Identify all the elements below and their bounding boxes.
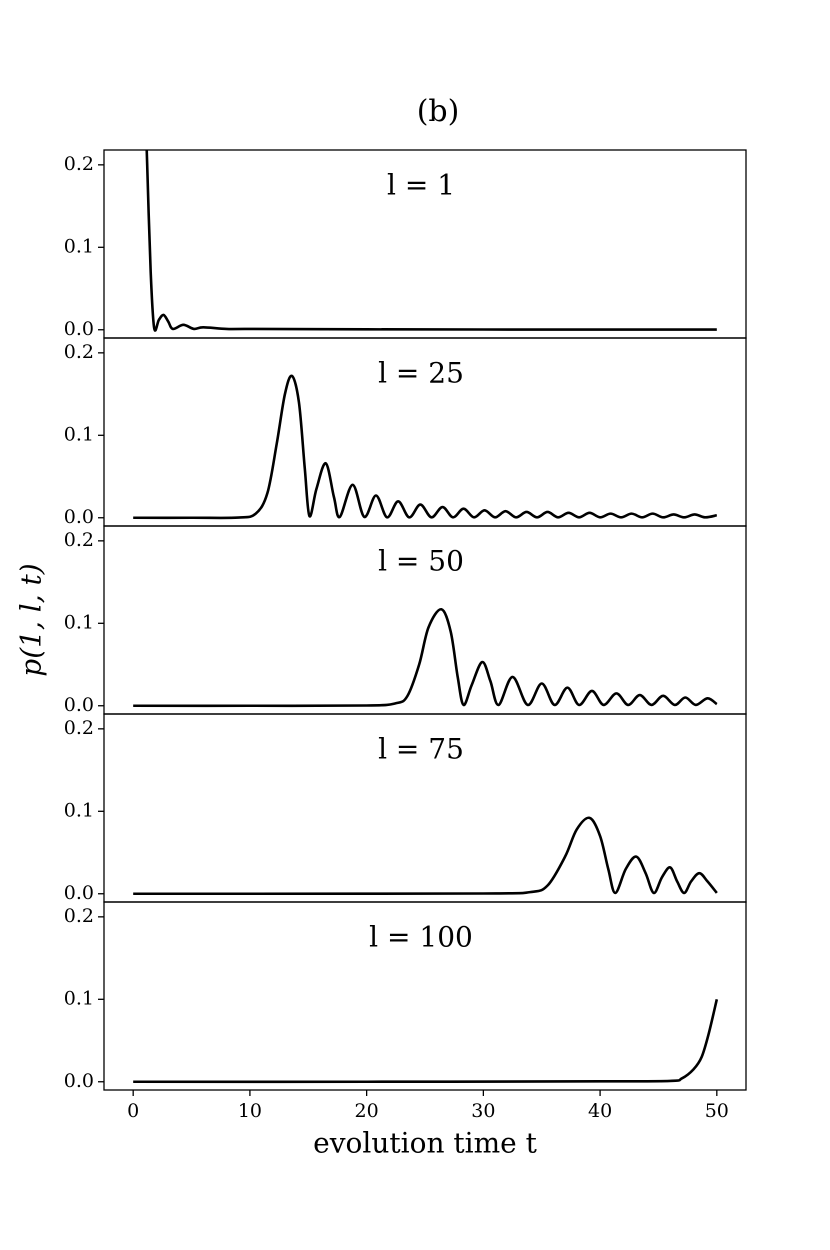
panel-annotation: l = 1 xyxy=(387,169,455,202)
x-axis-label: evolution time t xyxy=(313,1127,537,1160)
panel-annotation: l = 100 xyxy=(369,921,473,954)
y-axis-label: p(1, l, t) xyxy=(15,563,48,676)
y-tick-label: 0.1 xyxy=(64,423,94,445)
x-tick-label: 20 xyxy=(355,1100,379,1122)
y-tick-label: 0.1 xyxy=(64,987,94,1009)
y-tick-label: 0.1 xyxy=(64,235,94,257)
y-tick-label: 0.0 xyxy=(64,882,94,904)
data-line xyxy=(133,607,718,708)
y-tick-label: 0.2 xyxy=(64,341,94,363)
x-tick-label: 0 xyxy=(127,1100,139,1122)
data-line xyxy=(133,998,719,1084)
data-line xyxy=(133,816,718,896)
plot-frame xyxy=(103,901,747,1091)
y-tick-label: 0.2 xyxy=(64,529,94,551)
x-tick-label: 30 xyxy=(471,1100,495,1122)
y-tick-label: 0.2 xyxy=(64,905,94,927)
x-tick-label: 10 xyxy=(238,1100,262,1122)
panel-annotation: l = 75 xyxy=(378,733,464,766)
data-line xyxy=(145,150,717,332)
data-line xyxy=(133,374,718,520)
chart-title: (b) xyxy=(417,94,460,129)
y-tick-label: 0.2 xyxy=(64,153,94,175)
x-tick-label: 40 xyxy=(588,1100,612,1122)
x-tick-label: 50 xyxy=(705,1100,729,1122)
y-tick-label: 0.0 xyxy=(64,318,94,340)
y-tick-label: 0.0 xyxy=(64,506,94,528)
panel-annotation: l = 50 xyxy=(378,545,464,578)
panel-annotation: l = 25 xyxy=(378,357,464,390)
y-tick-label: 0.0 xyxy=(64,694,94,716)
y-tick-label: 0.1 xyxy=(64,611,94,633)
y-tick-label: 0.0 xyxy=(64,1070,94,1092)
y-tick-label: 0.2 xyxy=(64,717,94,739)
y-tick-label: 0.1 xyxy=(64,799,94,821)
